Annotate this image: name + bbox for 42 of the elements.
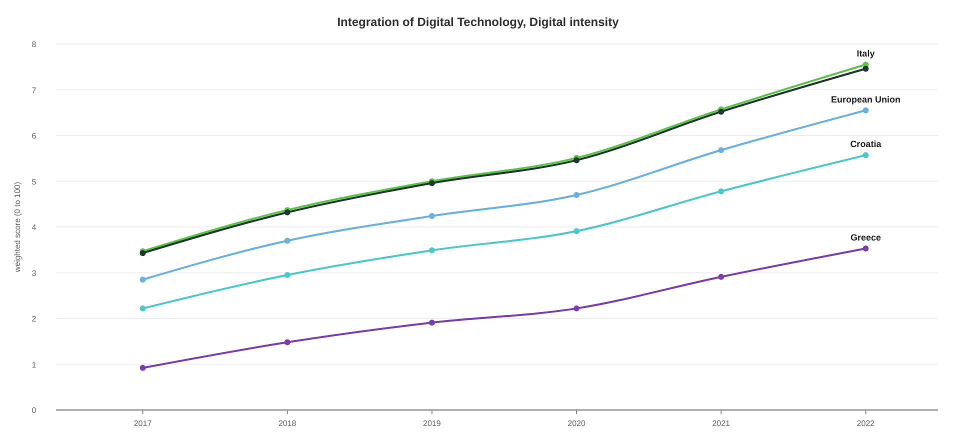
point — [718, 188, 724, 194]
y-tick-label: 1 — [32, 360, 37, 370]
series-label: European Union — [830, 94, 900, 104]
point — [140, 305, 146, 312]
point — [428, 213, 435, 220]
y-tick-label: 2 — [32, 314, 37, 324]
point — [862, 66, 869, 72]
y-tick-label: 3 — [32, 268, 37, 278]
point — [718, 274, 724, 280]
point — [574, 157, 580, 164]
y-tick-label: 6 — [32, 132, 37, 140]
point — [140, 364, 146, 371]
point — [428, 247, 435, 254]
point — [862, 152, 869, 158]
x-tick-label: 2018 — [278, 419, 297, 428]
point — [574, 228, 580, 234]
point — [862, 246, 869, 252]
point — [862, 107, 869, 114]
x-tick-label: 2019 — [423, 419, 442, 428]
y-tick-label: 7 — [32, 86, 37, 95]
series-label: Greece — [850, 232, 881, 243]
point — [284, 339, 290, 346]
point — [284, 238, 290, 244]
point — [718, 108, 724, 115]
chart-title: Integration of Digital Technology, Digital intensity — [337, 15, 620, 29]
y-tick-label: 5 — [32, 177, 37, 186]
point — [574, 305, 580, 312]
y-axis-title: weighted score (0 to 100) — [13, 182, 22, 274]
y-tick-label: 0 — [32, 406, 37, 415]
point — [428, 320, 435, 326]
x-tick-label: 2020 — [568, 419, 586, 428]
y-tick-label: 4 — [32, 223, 37, 232]
series-label: Croatia — [850, 139, 882, 150]
point — [140, 276, 146, 283]
x-tick-label: 2017 — [134, 419, 152, 428]
point — [284, 272, 290, 278]
series-label: Italy — [856, 48, 875, 59]
y-tick-label: 8 — [32, 40, 37, 49]
x-tick-label: 2021 — [712, 419, 731, 428]
point — [718, 147, 724, 154]
x-tick-label: 2022 — [856, 419, 876, 428]
point — [574, 192, 580, 198]
